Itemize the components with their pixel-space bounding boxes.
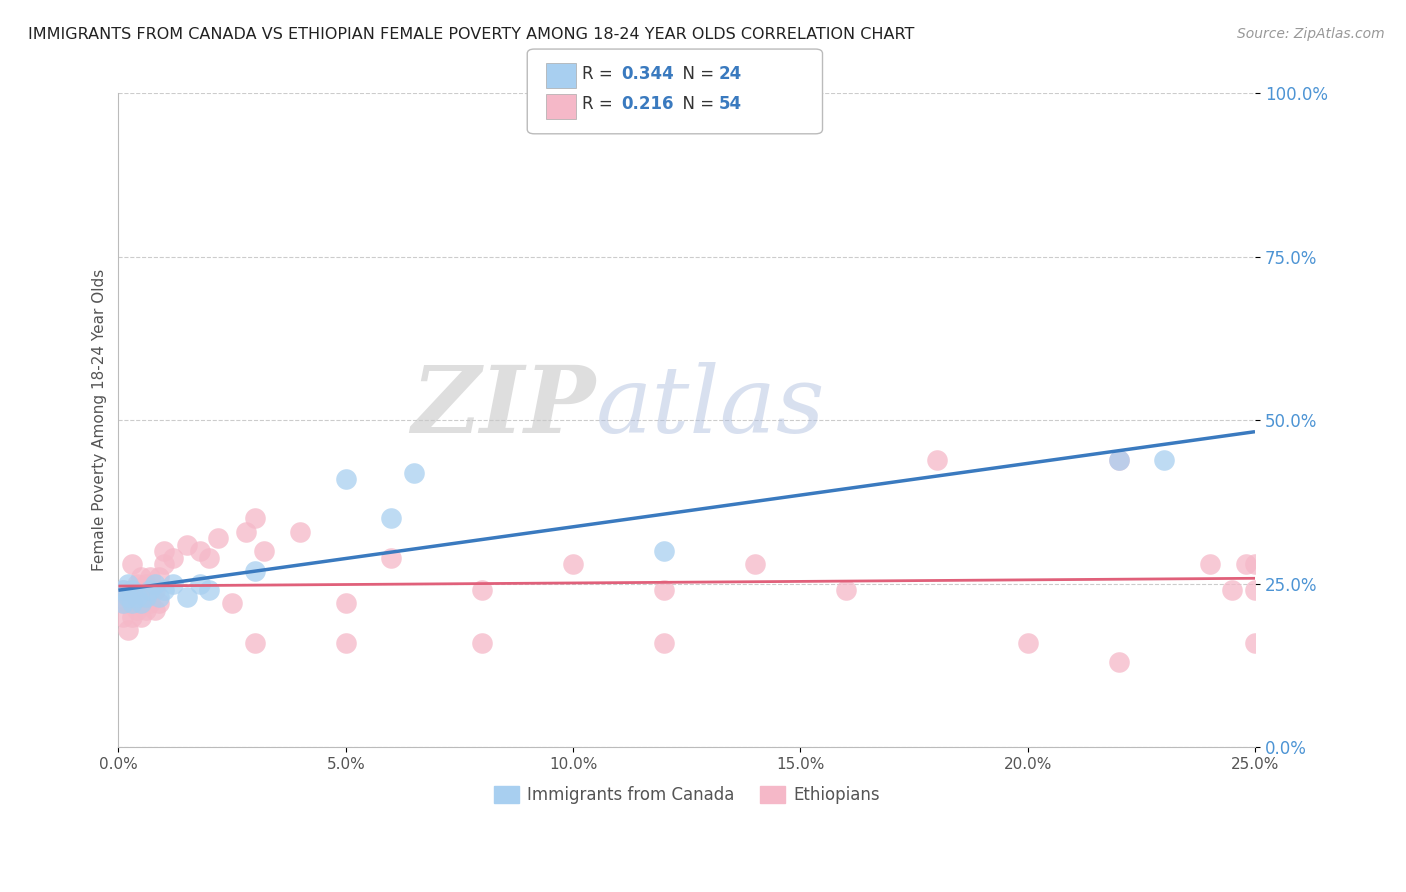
Point xyxy=(380,550,402,565)
Point xyxy=(1198,558,1220,572)
Point xyxy=(121,558,143,572)
Point xyxy=(162,577,184,591)
Point xyxy=(198,583,221,598)
Point xyxy=(243,511,266,525)
Point xyxy=(253,544,276,558)
Point xyxy=(111,583,134,598)
Point xyxy=(1244,583,1267,598)
Y-axis label: Female Poverty Among 18-24 Year Olds: Female Poverty Among 18-24 Year Olds xyxy=(93,269,107,572)
Text: atlas: atlas xyxy=(596,362,825,452)
Point xyxy=(235,524,257,539)
Point xyxy=(1017,636,1039,650)
Point xyxy=(125,577,148,591)
Point xyxy=(188,577,211,591)
Point xyxy=(153,544,176,558)
Point xyxy=(117,590,139,604)
Point xyxy=(117,623,139,637)
Point xyxy=(335,636,357,650)
Point xyxy=(121,597,143,611)
Point xyxy=(471,636,494,650)
Point xyxy=(1220,583,1243,598)
Text: 0.344: 0.344 xyxy=(621,65,675,83)
Point xyxy=(243,564,266,578)
Point xyxy=(1108,452,1130,467)
Point xyxy=(148,597,170,611)
Point xyxy=(143,583,166,598)
Point xyxy=(139,597,162,611)
Point xyxy=(153,558,176,572)
Point xyxy=(143,577,166,591)
Point xyxy=(135,590,157,604)
Point xyxy=(121,583,143,598)
Point xyxy=(243,636,266,650)
Point xyxy=(162,550,184,565)
Point xyxy=(652,544,675,558)
Point xyxy=(652,583,675,598)
Text: IMMIGRANTS FROM CANADA VS ETHIOPIAN FEMALE POVERTY AMONG 18-24 YEAR OLDS CORRELA: IMMIGRANTS FROM CANADA VS ETHIOPIAN FEMA… xyxy=(28,27,914,42)
Legend: Immigrants from Canada, Ethiopians: Immigrants from Canada, Ethiopians xyxy=(488,780,886,811)
Point xyxy=(335,472,357,486)
Point xyxy=(290,524,312,539)
Point xyxy=(207,531,229,545)
Text: R =: R = xyxy=(582,95,619,113)
Point xyxy=(380,511,402,525)
Point xyxy=(1244,558,1267,572)
Point xyxy=(139,583,162,598)
Point xyxy=(129,570,152,584)
Text: 0.216: 0.216 xyxy=(621,95,673,113)
Point xyxy=(121,583,143,598)
Point xyxy=(111,609,134,624)
Point xyxy=(835,583,858,598)
Point xyxy=(153,583,176,598)
Point xyxy=(1153,452,1175,467)
Point xyxy=(402,466,425,480)
Point xyxy=(1234,558,1257,572)
Point xyxy=(111,597,134,611)
Point xyxy=(121,609,143,624)
Point xyxy=(925,452,948,467)
Point xyxy=(471,583,494,598)
Point xyxy=(139,570,162,584)
Point xyxy=(111,583,134,598)
Point xyxy=(135,603,157,617)
Point xyxy=(176,590,198,604)
Point xyxy=(148,570,170,584)
Point xyxy=(111,597,134,611)
Text: ZIP: ZIP xyxy=(412,362,596,452)
Point xyxy=(652,636,675,650)
Point xyxy=(129,597,152,611)
Point xyxy=(129,609,152,624)
Point xyxy=(188,544,211,558)
Point xyxy=(221,597,243,611)
Text: R =: R = xyxy=(582,65,619,83)
Point xyxy=(744,558,766,572)
Point xyxy=(135,577,157,591)
Point xyxy=(143,603,166,617)
Point xyxy=(1244,636,1267,650)
Text: 54: 54 xyxy=(718,95,741,113)
Point xyxy=(176,538,198,552)
Point xyxy=(1108,656,1130,670)
Point xyxy=(148,590,170,604)
Point xyxy=(125,603,148,617)
Text: N =: N = xyxy=(672,95,720,113)
Point xyxy=(198,550,221,565)
Point xyxy=(129,597,152,611)
Text: 24: 24 xyxy=(718,65,742,83)
Point xyxy=(117,597,139,611)
Text: N =: N = xyxy=(672,65,720,83)
Text: Source: ZipAtlas.com: Source: ZipAtlas.com xyxy=(1237,27,1385,41)
Point xyxy=(335,597,357,611)
Point xyxy=(125,590,148,604)
Point xyxy=(562,558,585,572)
Point xyxy=(117,577,139,591)
Point xyxy=(1108,452,1130,467)
